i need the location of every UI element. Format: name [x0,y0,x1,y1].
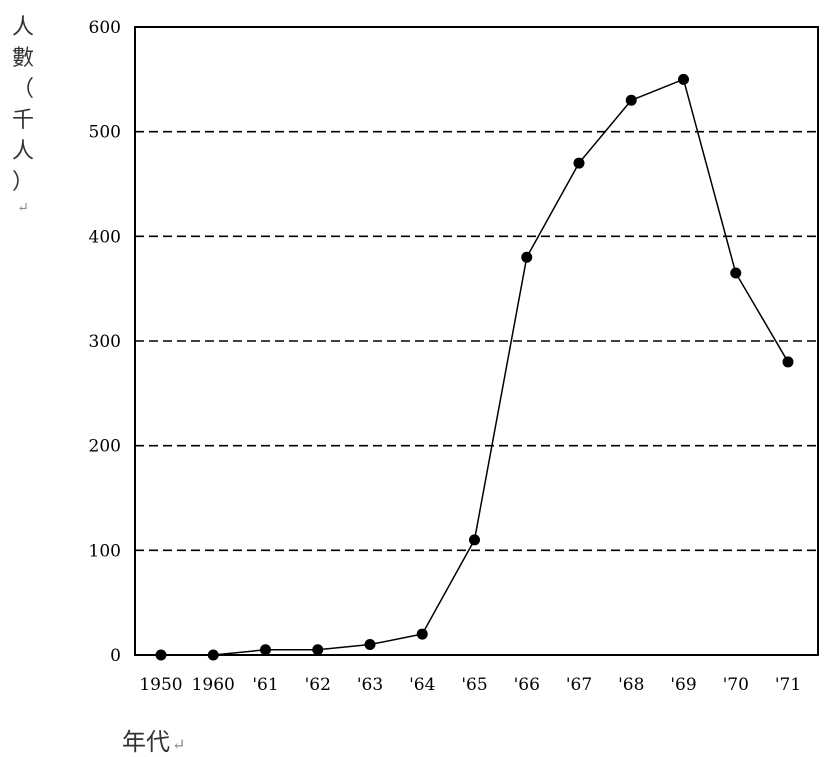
data-point [312,644,324,656]
x-tick-label: '68 [618,675,644,695]
y-axis-label-char: 千 [11,108,34,133]
x-tick-label: '64 [409,675,435,695]
y-axis-label-char: ） [11,170,34,195]
x-tick-label: '66 [514,675,540,695]
y-axis-label-char: 數 [11,46,34,71]
y-tick-label: 500 [89,123,121,143]
data-point [260,644,271,656]
x-tick-label: '69 [670,675,696,695]
x-tick-label: 1950 [139,675,182,695]
y-axis-label-char: 人 [11,139,34,164]
data-point [730,267,742,279]
data-point [416,628,428,640]
series-line [161,78,789,656]
x-tick-label: '70 [723,675,749,695]
x-tick-label: '67 [566,675,592,695]
data-point [364,639,376,651]
y-tick-label: 400 [89,227,121,247]
data-point [678,73,689,85]
x-axis: 1950 1960 '61 '62 '63 '64 '65 '66 '67 '68 '69 '70 '7… [139,675,801,695]
data-point [155,649,167,661]
y-tick-label: 300 [89,332,121,352]
y-tick-label: 100 [89,541,121,561]
y-axis-label-char: 人 [11,15,34,40]
x-tick-label: '61 [252,675,278,695]
data-point [521,251,533,263]
x-tick-label: '62 [305,675,331,695]
data-point [573,157,585,169]
x-tick-label: '71 [775,675,801,695]
data-point [207,649,219,661]
x-tick-label: 1960 [192,675,235,695]
x-tick-label: '65 [461,675,487,695]
x-tick-label: '63 [357,675,383,695]
data-series [155,73,794,661]
data-point [782,356,794,368]
y-tick-label: 200 [89,437,121,457]
y-axis: 0 100 200 300 400 500 600 [89,18,121,666]
data-point [469,534,480,546]
data-point [625,94,637,106]
x-axis-label-return-mark: ↵ [172,735,186,754]
gridlines [135,130,818,552]
y-axis-label-char: （ [11,77,34,102]
y-axis-label: 人數（千人） ↵ [8,12,38,216]
y-axis-label-text: 人數（千人） [12,12,34,198]
y-tick-label: 600 [89,18,121,38]
y-axis-label-return-mark: ↵ [17,200,29,216]
x-axis-label: 年代 ↵ [122,722,185,757]
x-axis-label-text: 年代 [122,728,170,756]
y-tick-label: 0 [110,646,121,666]
plot-frame [134,26,819,656]
